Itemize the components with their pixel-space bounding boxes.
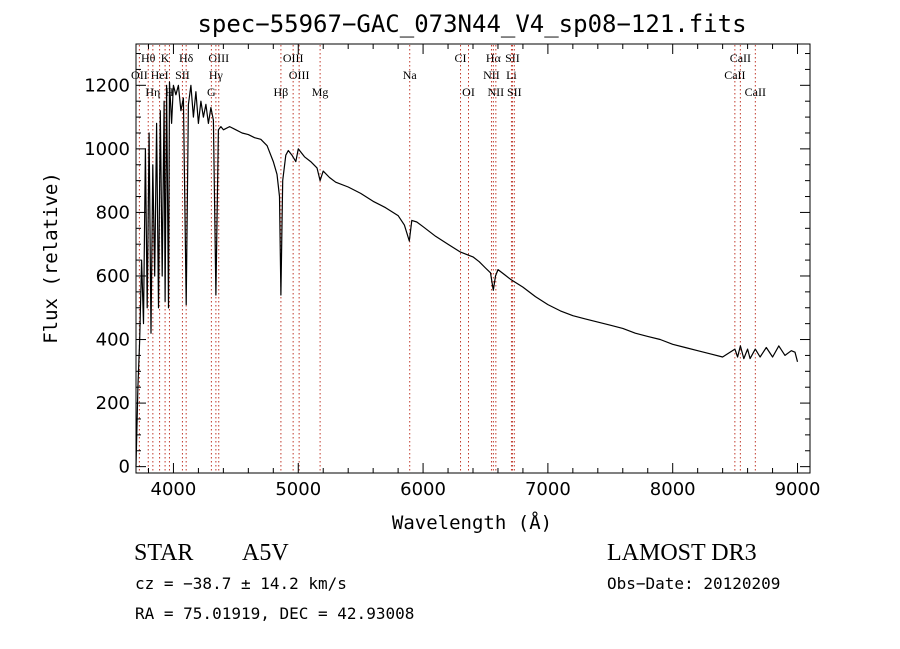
marker-label-7: SII — [505, 51, 520, 65]
marker-label-17: CaII — [724, 68, 745, 82]
marker-label-22: Mg — [312, 85, 329, 99]
y-axis-label: Flux (relative) — [40, 172, 62, 344]
marker-label-23: OI — [462, 85, 475, 99]
marker-label-15: NII — [483, 68, 500, 82]
obs-date: Obs−Date: 20120209 — [607, 574, 781, 593]
marker-label-21: Hβ — [274, 85, 289, 99]
marker-label-0: Hθ — [141, 51, 156, 65]
coordinates: RA = 75.01919, DEC = 42.93008 — [135, 604, 415, 623]
marker-label-18: Hη — [145, 85, 160, 99]
spectrum-line — [135, 81, 799, 467]
x-axis-label: Wavelength (Å) — [392, 511, 552, 534]
object-class: STAR — [134, 540, 194, 566]
y-tick-label-2: 400 — [96, 330, 130, 351]
marker-label-14: Na — [403, 68, 418, 82]
x-tick-label-1: 5000 — [275, 479, 321, 500]
marker-label-9: OII — [131, 68, 148, 82]
y-tick-label-5: 1000 — [84, 139, 130, 160]
y-tick-label-6: 1200 — [84, 75, 130, 96]
plot-frame — [135, 43, 811, 474]
y-tick-label-1: 200 — [96, 393, 130, 414]
x-tick-label-4: 8000 — [650, 479, 696, 500]
marker-label-10: HeI — [151, 68, 169, 82]
subclass: A5V — [242, 540, 289, 566]
x-tick-label-0: 4000 — [151, 479, 197, 500]
x-tick-label-3: 7000 — [525, 479, 571, 500]
marker-label-3: OIII — [208, 51, 229, 65]
marker-label-12: Hγ — [209, 68, 224, 82]
y-tick-label-0: 0 — [119, 457, 130, 478]
redshift-value: cz = −38.7 ± 14.2 km/s — [135, 574, 347, 593]
marker-label-8: CaII — [730, 51, 751, 65]
y-tick-label-4: 800 — [96, 202, 130, 223]
chart-title: spec−55967−GAC_073N44_V4_sp08−121.fits — [197, 10, 746, 38]
marker-label-26: CaII — [745, 85, 766, 99]
marker-label-1: K — [161, 51, 170, 65]
marker-label-16: Li — [506, 68, 517, 82]
axis-ticks: 4000 5000 6000 7000 8000 9000 0 200 400 600 800 100… — [84, 44, 820, 500]
marker-label-25: SII — [507, 85, 522, 99]
marker-label-5: CI — [455, 51, 467, 65]
x-tick-label-2: 6000 — [400, 479, 446, 500]
x-tick-label-5: 9000 — [775, 479, 821, 500]
marker-label-6: Hα — [486, 51, 502, 65]
marker-label-2: Hδ — [179, 51, 194, 65]
marker-label-20: G — [207, 85, 216, 99]
marker-label-24: NII — [488, 85, 505, 99]
y-tick-label-3: 600 — [96, 266, 130, 287]
marker-label-4: OIII — [283, 51, 304, 65]
marker-label-11: SII — [175, 68, 190, 82]
survey-name: LAMOST DR3 — [607, 540, 757, 566]
marker-label-13: OIII — [289, 68, 310, 82]
